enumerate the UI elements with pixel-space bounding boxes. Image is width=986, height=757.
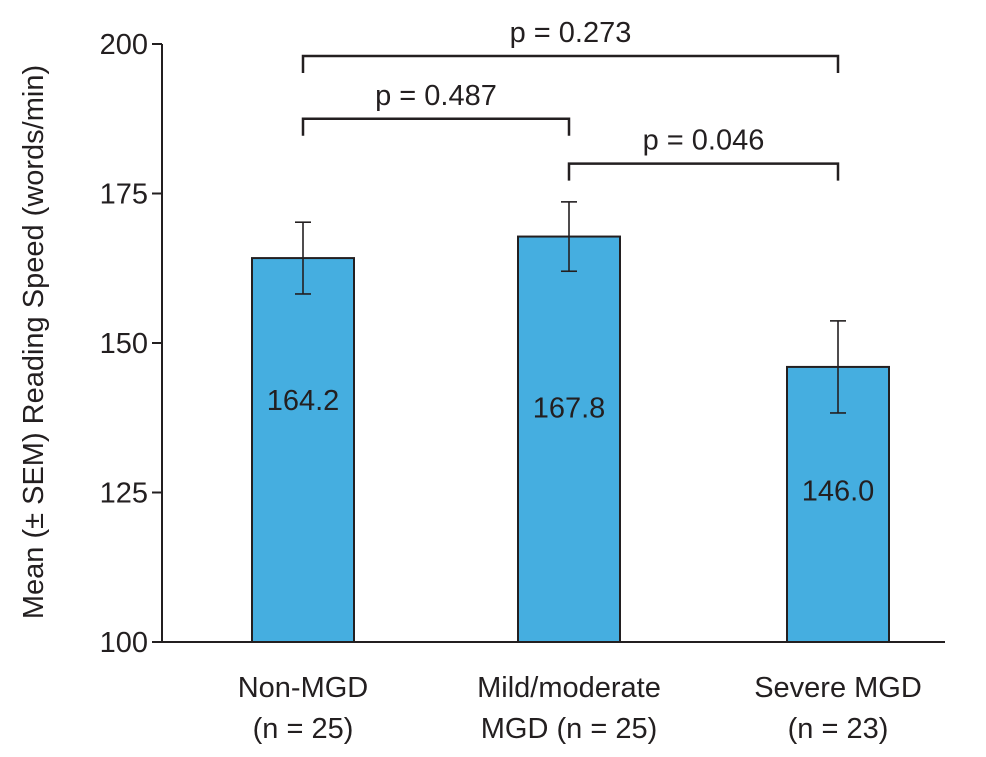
- significance-brackets: p = 0.273 p = 0.487 p = 0.046: [301, 17, 840, 181]
- category-label-line2: MGD (n = 25): [481, 713, 657, 745]
- bar-value-label: 146.0: [802, 475, 875, 507]
- p-value-label: p = 0.487: [375, 80, 497, 112]
- category-label-line1: Non-MGD: [238, 672, 369, 704]
- bar-value-label: 164.2: [267, 385, 340, 417]
- y-tick-label: 100: [100, 627, 148, 659]
- x-axis-labels: Non-MGD (n = 25) Mild/moderate MGD (n = 25)…: [238, 672, 922, 745]
- category-label-line2: (n = 25): [253, 713, 354, 745]
- significance-bracket: [301, 117, 571, 136]
- significance-bracket: [567, 162, 840, 181]
- bar-value-label: 167.8: [533, 392, 606, 424]
- category-label-line2: (n = 23): [788, 713, 889, 745]
- category-label-line1: Mild/moderate: [477, 672, 661, 704]
- y-tick-label: 175: [100, 179, 148, 211]
- significance-bracket: [301, 54, 840, 73]
- y-tick-label: 200: [100, 29, 148, 61]
- y-tick-label: 125: [100, 478, 148, 510]
- bar: [251, 257, 355, 643]
- category-label-line1: Severe MGD: [754, 672, 922, 704]
- p-value-label: p = 0.046: [643, 125, 765, 157]
- bars: 164.2 167.8 146.0: [251, 201, 890, 643]
- y-axis-label: Mean (± SEM) Reading Speed (words/min): [18, 65, 50, 619]
- bar: [517, 235, 621, 643]
- p-value-label: p = 0.273: [510, 17, 632, 49]
- y-tick-label: 150: [100, 328, 148, 360]
